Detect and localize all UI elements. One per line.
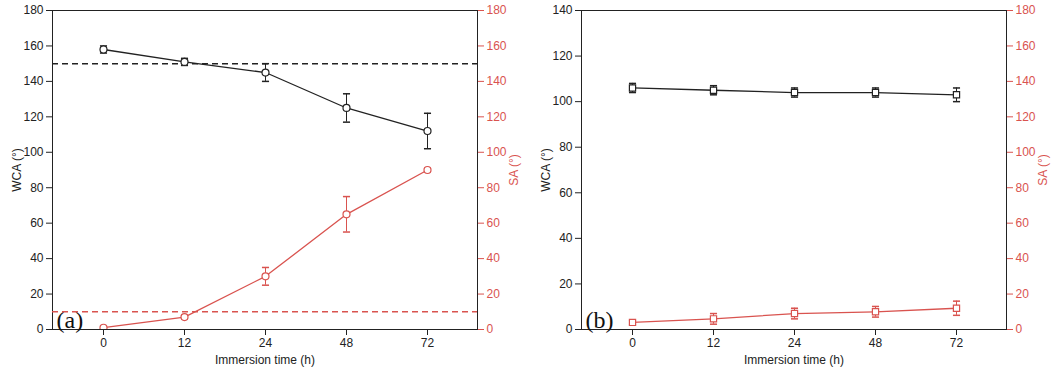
svg-text:80: 80	[559, 140, 573, 154]
svg-text:120: 120	[552, 49, 572, 63]
svg-text:40: 40	[559, 231, 573, 245]
svg-text:60: 60	[1016, 216, 1030, 230]
svg-text:72: 72	[421, 336, 435, 350]
svg-text:0: 0	[487, 322, 494, 336]
svg-text:160: 160	[23, 39, 43, 53]
svg-text:Immersion time (h): Immersion time (h)	[744, 353, 844, 367]
svg-text:24: 24	[788, 336, 802, 350]
svg-text:0: 0	[629, 336, 636, 350]
svg-text:Immersion time (h): Immersion time (h)	[215, 353, 315, 367]
svg-text:100: 100	[487, 145, 507, 159]
svg-text:40: 40	[1016, 251, 1030, 265]
svg-text:24: 24	[259, 336, 273, 350]
svg-text:20: 20	[487, 287, 501, 301]
svg-text:80: 80	[1016, 181, 1030, 195]
svg-text:WCA (°): WCA (°)	[10, 148, 24, 191]
svg-text:80: 80	[30, 181, 44, 195]
svg-text:100: 100	[1016, 145, 1036, 159]
svg-text:140: 140	[552, 3, 572, 17]
svg-text:20: 20	[559, 277, 573, 291]
svg-text:48: 48	[869, 336, 883, 350]
svg-text:40: 40	[487, 251, 501, 265]
svg-text:12: 12	[707, 336, 721, 350]
svg-text:180: 180	[487, 3, 507, 17]
svg-text:40: 40	[30, 251, 44, 265]
svg-text:180: 180	[23, 3, 43, 17]
svg-text:0: 0	[1016, 322, 1023, 336]
svg-text:12: 12	[178, 336, 192, 350]
svg-text:48: 48	[340, 336, 354, 350]
svg-text:20: 20	[1016, 287, 1030, 301]
svg-text:140: 140	[23, 74, 43, 88]
svg-text:80: 80	[487, 181, 501, 195]
svg-text:60: 60	[559, 186, 573, 200]
svg-text:180: 180	[1016, 3, 1036, 17]
svg-text:160: 160	[487, 39, 507, 53]
svg-text:WCA (°): WCA (°)	[539, 148, 553, 191]
svg-text:120: 120	[487, 110, 507, 124]
svg-text:100: 100	[552, 94, 572, 108]
svg-text:0: 0	[37, 322, 44, 336]
svg-text:120: 120	[23, 110, 43, 124]
svg-text:100: 100	[23, 145, 43, 159]
svg-text:SA (°): SA (°)	[507, 154, 521, 185]
svg-text:160: 160	[1016, 39, 1036, 53]
svg-text:SA (°): SA (°)	[1036, 154, 1050, 185]
svg-text:60: 60	[487, 216, 501, 230]
svg-text:0: 0	[566, 322, 573, 336]
svg-text:60: 60	[30, 216, 44, 230]
svg-text:140: 140	[487, 74, 507, 88]
svg-text:72: 72	[950, 336, 964, 350]
svg-text:120: 120	[1016, 110, 1036, 124]
svg-text:140: 140	[1016, 74, 1036, 88]
svg-text:0: 0	[100, 336, 107, 350]
svg-text:(b): (b)	[586, 307, 614, 333]
svg-text:20: 20	[30, 287, 44, 301]
svg-text:(a): (a)	[57, 307, 84, 333]
